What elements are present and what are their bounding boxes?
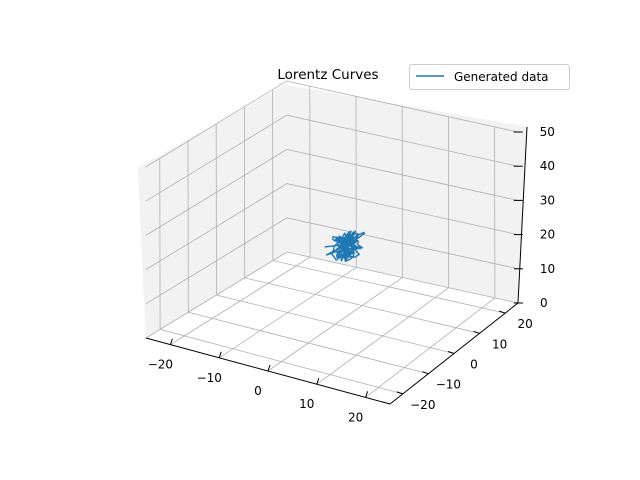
y-tick — [447, 351, 455, 354]
y-ticks: −20−10 0 10 20 — [396, 310, 533, 412]
z-grid-line — [145, 80, 518, 168]
x-tick — [316, 378, 320, 385]
x-ticks: −20 −10 0 10 20 — [148, 338, 369, 424]
y-tick — [422, 371, 429, 375]
y-tick-label: 0 — [470, 358, 478, 372]
y-tick-label: −10 — [436, 378, 461, 392]
y-tick — [473, 330, 480, 334]
y-tick-label: 10 — [492, 337, 507, 351]
x-tick — [365, 391, 369, 398]
z-tick-label: 10 — [540, 262, 555, 276]
z-axis-line — [517, 126, 528, 304]
series-line — [324, 230, 366, 263]
y-tick — [396, 391, 403, 395]
x-tick-label: −20 — [148, 358, 173, 372]
z-grid-line — [145, 148, 518, 236]
x-tick — [218, 351, 222, 358]
x-tick-label: 0 — [254, 384, 262, 398]
legend: Generated data — [409, 64, 570, 90]
x-tick-label: 10 — [299, 397, 314, 411]
z-grid-line — [145, 217, 519, 305]
x-tick-label: 20 — [348, 410, 363, 424]
y-tick-label: −20 — [410, 398, 435, 412]
axes-panes — [137, 84, 528, 405]
grid-lines — [145, 80, 519, 398]
x-tick-label: −10 — [197, 371, 222, 385]
y-tick-label: 20 — [518, 317, 533, 331]
y-tick — [499, 310, 506, 314]
series-generated-data — [324, 230, 366, 263]
z-tick-label: 40 — [540, 159, 555, 173]
legend-label: Generated data — [454, 70, 549, 84]
z-tick-label: 50 — [540, 125, 555, 139]
z-ticks: 0 10 20 30 40 50 — [513, 125, 555, 310]
z-grid-line — [145, 183, 518, 270]
chart-title: Lorentz Curves — [277, 67, 378, 83]
z-tick-label: 30 — [540, 193, 555, 207]
z-grid-line — [145, 114, 518, 202]
z-grid-line — [145, 251, 519, 339]
x-tick — [267, 364, 271, 372]
x-tick — [169, 338, 173, 345]
z-tick-label: 0 — [540, 296, 548, 310]
legend-box — [409, 64, 570, 90]
z-tick-label: 20 — [540, 228, 555, 242]
